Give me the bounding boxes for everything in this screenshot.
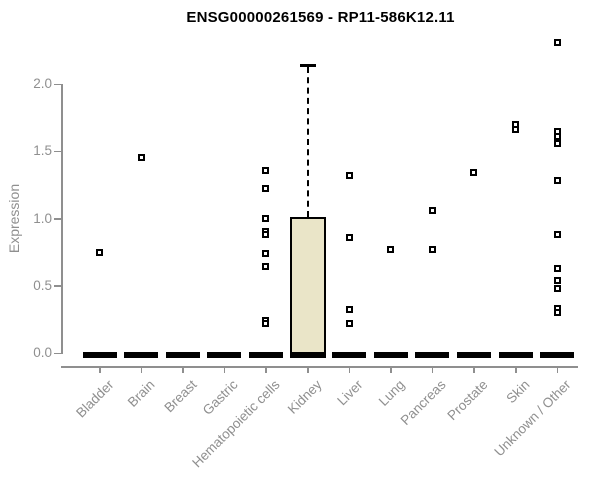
collapsed-box-median	[373, 352, 408, 358]
median-line	[289, 352, 326, 358]
y-tick	[54, 218, 61, 220]
y-tick-label: 2.0	[33, 76, 52, 91]
outlier-point	[262, 215, 270, 222]
collapsed-box-median	[207, 352, 242, 358]
x-tick	[348, 366, 351, 373]
outlier-point	[553, 132, 561, 140]
collapsed-box-median	[332, 352, 367, 358]
outlier-point	[262, 166, 270, 174]
outlier-point	[553, 276, 561, 284]
collapsed-box-median	[456, 352, 491, 358]
outlier-point	[262, 249, 270, 257]
x-tick	[473, 366, 475, 373]
x-axis-line	[61, 366, 578, 368]
y-axis-line	[61, 84, 63, 354]
outlier-point	[345, 171, 353, 179]
x-tick	[140, 366, 143, 373]
x-tick	[515, 366, 517, 373]
collapsed-box-median	[124, 352, 159, 358]
x-tick	[390, 366, 392, 373]
x-tick	[307, 366, 309, 373]
chart-title: ENSG00000261569 - RP11-586K12.11	[186, 9, 455, 26]
outlier-point	[387, 245, 395, 253]
x-tick	[223, 366, 226, 373]
whisker-cap	[299, 64, 316, 68]
x-tick	[99, 366, 101, 373]
outlier-point	[553, 264, 561, 272]
outlier-point	[345, 319, 353, 327]
outlier-point	[553, 231, 561, 239]
outlier-point	[262, 319, 270, 327]
outlier-point	[428, 245, 436, 253]
x-tick	[556, 366, 559, 373]
y-tick	[54, 150, 61, 153]
box	[289, 217, 326, 357]
outlier-point	[345, 233, 353, 241]
outlier-point	[96, 248, 103, 256]
x-tick	[265, 366, 267, 373]
collapsed-box-median	[248, 352, 283, 358]
collapsed-box-median	[82, 352, 117, 358]
outlier-point	[470, 169, 478, 177]
y-tick-label: 1.0	[33, 210, 52, 226]
outlier-point	[553, 284, 561, 292]
y-tick-label: 0.0	[33, 345, 52, 360]
outlier-point	[553, 38, 561, 46]
collapsed-box-median	[540, 352, 575, 358]
whisker-line	[306, 67, 309, 218]
outlier-point	[553, 139, 561, 147]
y-tick-label: 0.5	[33, 277, 52, 293]
outlier-point	[262, 231, 270, 239]
outlier-point	[553, 177, 561, 185]
outlier-point	[137, 154, 145, 162]
y-tick-label: 1.5	[33, 143, 52, 159]
outlier-point	[428, 206, 436, 214]
collapsed-box-median	[498, 352, 533, 358]
y-tick	[54, 285, 61, 287]
outlier-point	[345, 306, 353, 314]
collapsed-box-median	[415, 352, 450, 358]
outlier-point	[512, 126, 519, 134]
y-tick	[54, 83, 61, 85]
outlier-point	[262, 263, 270, 271]
x-tick	[431, 366, 434, 373]
outlier-point	[553, 309, 561, 317]
y-tick	[54, 352, 61, 354]
collapsed-box-median	[165, 352, 200, 358]
outlier-point	[262, 185, 270, 193]
x-tick	[182, 366, 184, 373]
